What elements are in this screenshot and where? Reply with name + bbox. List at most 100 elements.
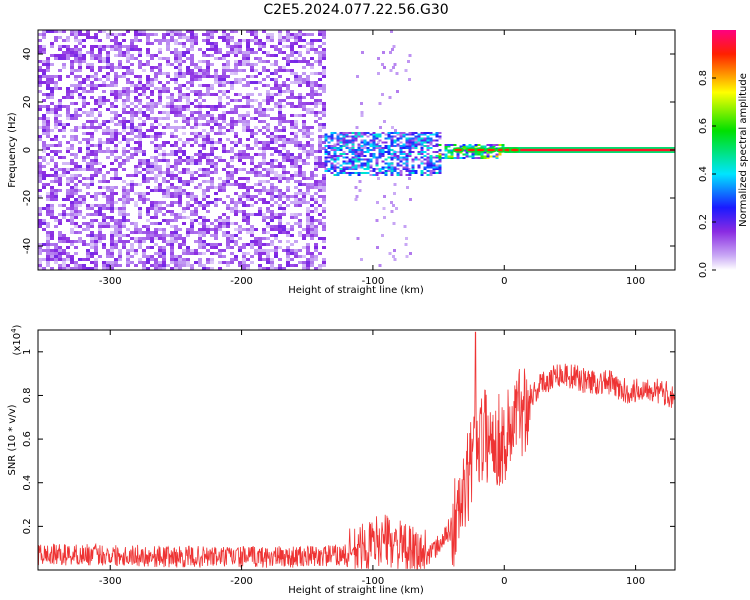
spectrogram-cell — [170, 102, 174, 105]
spectrogram-cell — [38, 156, 42, 159]
spectrogram-cell — [393, 141, 397, 144]
spectrogram-cell — [278, 258, 282, 261]
spectrogram-cell — [174, 264, 178, 267]
spectrogram-cell — [426, 141, 430, 144]
spectrogram-cell — [363, 164, 367, 167]
spectrogram-cell — [86, 222, 90, 225]
spectrogram-cell — [70, 186, 74, 189]
spectrogram-cell — [262, 174, 266, 177]
spectrogram-cell — [270, 219, 274, 222]
spectrogram-cell — [102, 237, 106, 240]
spectrogram-cell — [170, 105, 174, 108]
spectrogram-cell — [50, 63, 54, 66]
spectrogram-cell — [396, 156, 400, 159]
spectrogram-cell — [166, 219, 170, 222]
spectrogram-cell — [186, 105, 190, 108]
spectrogram-cell — [154, 159, 158, 162]
spectrogram-cell — [246, 111, 250, 114]
spectrogram-cell — [174, 66, 178, 69]
spectrogram-cell — [375, 133, 379, 136]
spectrogram-cell — [98, 204, 102, 207]
spectrogram-cell — [182, 120, 186, 123]
spectrogram-cell — [122, 189, 126, 192]
spectrogram-cell — [250, 51, 254, 54]
spectrogram-cell — [106, 255, 110, 258]
spectrogram-cell — [226, 231, 230, 234]
spectrogram-cell — [270, 39, 274, 42]
spectrogram-cell — [372, 147, 376, 150]
spectrogram-cell — [186, 66, 190, 69]
spectrogram-cell — [339, 170, 343, 173]
spectrogram-cell — [74, 225, 78, 228]
spectrogram-cell — [274, 249, 278, 252]
spectrogram-cell — [230, 234, 234, 237]
spectrogram-cell — [130, 108, 134, 111]
spectrogram-cell — [170, 219, 174, 222]
spectrogram-cell — [182, 75, 186, 78]
spectrogram-cell — [134, 33, 138, 36]
spectrogram-cell — [126, 60, 130, 63]
spectrogram-cell — [98, 234, 102, 237]
spectrogram-cell — [254, 30, 258, 33]
spectrogram-cell — [444, 153, 448, 156]
spectrogram-cell — [146, 39, 150, 42]
spectrogram-cell — [90, 111, 94, 114]
spectrogram-cell — [90, 51, 94, 54]
spectrogram-cell — [238, 120, 242, 123]
spectrogram-cell — [266, 84, 270, 87]
spectrogram-cell — [198, 93, 202, 96]
spectrogram-cell — [246, 156, 250, 159]
spectrogram-cell — [78, 57, 82, 60]
spectrogram-cell — [158, 111, 162, 114]
spectrogram-cell — [298, 213, 302, 216]
spectrogram-cell — [318, 162, 322, 165]
spectrogram-cell — [450, 155, 454, 158]
spectrogram-cell — [322, 201, 326, 204]
spectrogram-cell — [74, 39, 78, 42]
spectrogram-cell — [110, 153, 114, 156]
spectrogram-cell — [302, 120, 306, 123]
spectrogram-cell — [226, 81, 230, 84]
spectrogram-cell — [278, 177, 282, 180]
spectrogram-cell — [290, 138, 294, 141]
spectrogram-cell — [238, 249, 242, 252]
spectrogram-cell — [70, 204, 74, 207]
spectrogram-cell — [266, 249, 270, 252]
spectrogram-cell — [138, 231, 142, 234]
spectrogram-cell — [333, 154, 337, 157]
spectrogram-cell — [242, 216, 246, 219]
spectrogram-cell — [122, 186, 126, 189]
spectrogram-cell — [226, 261, 230, 264]
spectrogram-cell — [146, 84, 150, 87]
spectrogram-cell — [38, 33, 42, 36]
spectrogram-cell — [278, 69, 282, 72]
spectrogram-cell — [214, 132, 218, 135]
spectrogram-cell — [390, 152, 394, 155]
spectrogram-cell — [210, 108, 214, 111]
spectrogram-cell — [266, 174, 270, 177]
spectrogram-cell — [250, 156, 254, 159]
spectrogram-cell — [174, 255, 178, 258]
spectrogram-cell — [302, 261, 306, 264]
spectrogram-cell — [90, 84, 94, 87]
spectrogram-cell — [186, 81, 190, 84]
spectrogram-cell — [354, 139, 358, 142]
spectrogram-cell — [110, 168, 114, 171]
spectrogram-cell — [138, 246, 142, 249]
spectrogram-cell — [90, 222, 94, 225]
spectrogram-cell — [86, 204, 90, 207]
spectrogram-cell — [302, 228, 306, 231]
spectrogram-cell — [214, 156, 218, 159]
spectrogram-cell — [270, 87, 274, 90]
spectrogram-cell — [90, 180, 94, 183]
spectrogram-cell — [90, 144, 94, 147]
spectrogram-cell — [372, 139, 376, 142]
spectrogram-cell — [242, 252, 246, 255]
spectrogram-cell — [298, 30, 302, 33]
spectrogram-cell — [178, 216, 182, 219]
spectrogram-cell — [254, 144, 258, 147]
spectrogram-cell — [186, 93, 190, 96]
spectrogram-cell — [489, 143, 493, 146]
spectrogram-cell — [50, 42, 54, 45]
spectrogram-cell — [336, 133, 340, 136]
